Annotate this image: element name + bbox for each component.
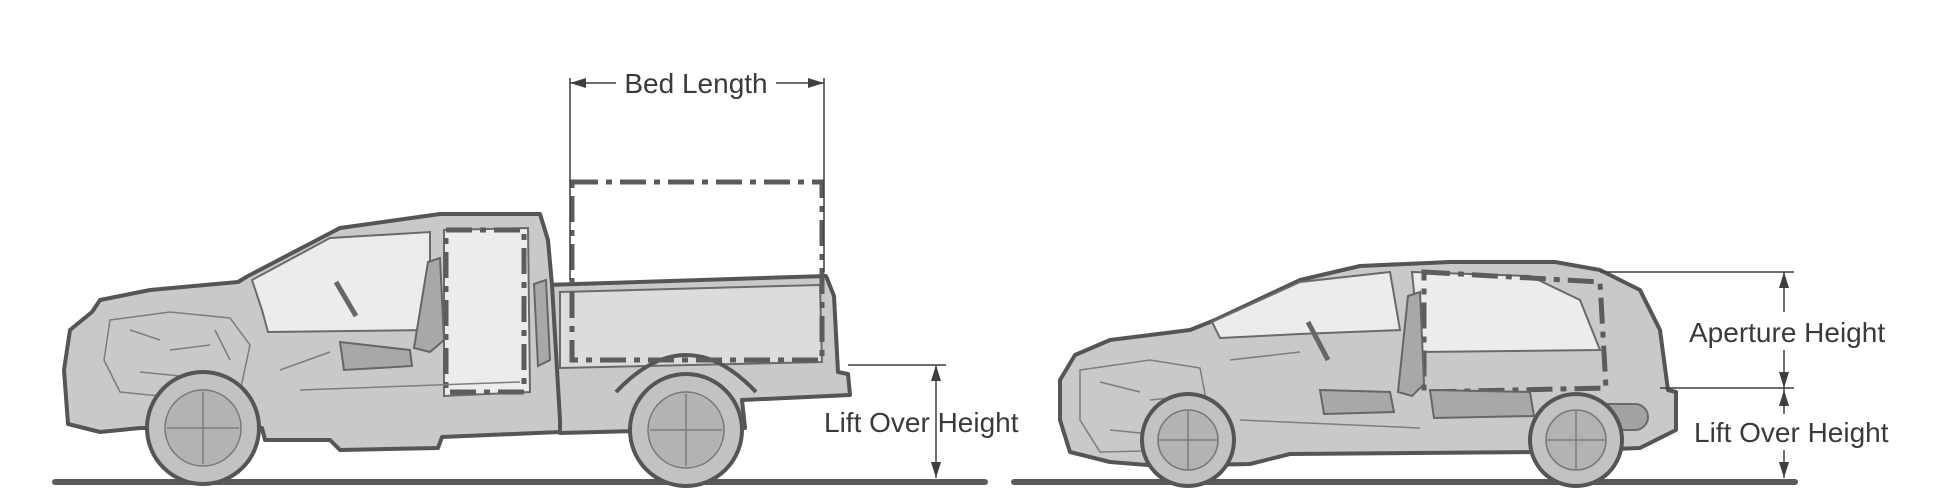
pickup-rear-hub-cross [650,394,722,466]
pickup-front-seat-back [412,256,446,354]
hatchback-rear-seat [1428,388,1536,420]
pickup-truck: Bed Length Lift Over Height [52,68,1019,488]
hatchback-lift-over-height-label: Lift Over Height [1694,417,1889,448]
pickup-bed-panel [559,283,824,370]
aperture-arrow-bottom [1779,372,1789,388]
pickup-rear-seat [532,278,552,368]
pickup-lift-arrow-top [931,365,941,381]
aperture-height-label: Aperture Height [1689,317,1885,348]
hatchback-front-seat-back [1396,290,1426,398]
pickup-bed-volume [569,179,825,363]
pickup-lift-over-height-label: Lift Over Height [824,407,1019,438]
bed-length-arrow-right [808,78,824,88]
hatchback-front-window [1210,270,1402,340]
bed-length-label: Bed Length [624,68,767,99]
hatchback-lift-arrow-top [1779,390,1789,406]
hatchback-aperture [1421,269,1609,395]
pickup-steering-wheel [333,280,359,318]
hatchback: Aperture Height Lift Over Height [1011,260,1889,488]
pickup-cab-aperture [443,227,527,395]
pickup-floor-lines [279,351,521,391]
hatchback-floor-lines [1229,351,1421,429]
hatchback-rear-hub-cross [1546,410,1606,470]
hatchback-front-seat-base [1318,388,1396,416]
aperture-arrow-top [1779,272,1789,288]
pickup-rear-arch [614,353,758,394]
bed-length-arrow-left [570,78,586,88]
pickup-lift-arrow-bottom [931,462,941,478]
pickup-front-hub-cross [167,392,239,464]
pickup-engine-lines [129,329,231,379]
hatchback-lift-arrow-bottom [1779,462,1789,478]
pickup-front-seat-base [338,340,414,372]
hatchback-steering-wheel [1305,320,1331,362]
pickup-rear-window [443,226,532,398]
hatchback-front-hub-cross [1158,410,1218,470]
pickup-front-window [250,230,431,334]
